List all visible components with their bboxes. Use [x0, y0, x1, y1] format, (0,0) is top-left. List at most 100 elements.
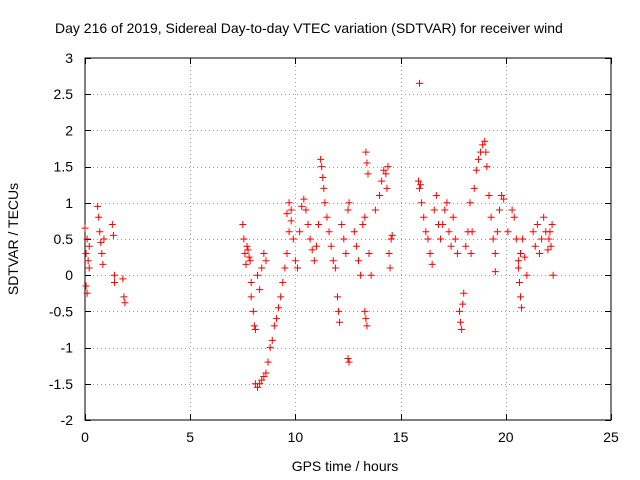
data-point: [279, 278, 287, 286]
data-point: [83, 235, 91, 243]
y-tick-label: -1: [61, 340, 74, 356]
data-point: [540, 213, 548, 221]
data-point: [485, 192, 493, 200]
data-point: [447, 242, 455, 250]
data-point: [110, 271, 118, 279]
data-point: [363, 322, 371, 330]
data-point: [521, 253, 529, 261]
data-point: [384, 163, 392, 171]
y-tick-label: -0.5: [49, 303, 73, 319]
data-point: [336, 318, 344, 326]
data-point: [462, 242, 470, 250]
data-point: [338, 221, 346, 229]
data-point: [364, 170, 372, 178]
data-point: [82, 282, 90, 290]
data-points: [81, 79, 557, 391]
data-point: [81, 224, 89, 232]
data-point: [262, 257, 270, 265]
data-point: [388, 231, 396, 239]
data-point: [317, 155, 325, 163]
data-point: [367, 271, 375, 279]
y-tick-label: 2: [65, 122, 73, 138]
data-point: [449, 213, 457, 221]
data-point: [355, 257, 363, 265]
data-point: [285, 228, 293, 236]
data-point: [376, 192, 384, 200]
data-point: [383, 184, 391, 192]
data-point: [83, 289, 91, 297]
data-point: [422, 228, 430, 236]
data-point: [266, 344, 274, 352]
data-point: [300, 195, 308, 203]
x-tick-labels: 0 5 10 15 20 25: [81, 429, 619, 445]
data-point: [242, 260, 250, 268]
data-point: [443, 199, 451, 207]
data-point: [245, 253, 253, 261]
data-point: [321, 199, 329, 207]
data-point: [243, 242, 251, 250]
data-point: [500, 195, 508, 203]
data-point: [289, 235, 297, 243]
y-tick-label: -2: [61, 412, 74, 428]
data-point: [298, 202, 306, 210]
data-point: [344, 354, 352, 362]
data-point: [258, 264, 266, 272]
data-point: [371, 206, 379, 214]
data-point: [315, 221, 323, 229]
data-point: [426, 249, 434, 257]
data-point: [531, 242, 539, 250]
data-point: [482, 148, 490, 156]
data-point: [361, 213, 369, 221]
data-point: [365, 249, 373, 257]
data-point: [256, 380, 264, 388]
chart-title: Day 216 of 2019, Sidereal Day-to-day VTE…: [55, 20, 563, 36]
data-point: [424, 235, 432, 243]
data-point: [533, 221, 541, 229]
y-tick-label: 3: [65, 50, 73, 66]
data-point: [420, 213, 428, 221]
data-point: [99, 260, 107, 268]
data-point: [344, 206, 352, 214]
data-point: [459, 300, 467, 308]
data-point: [504, 228, 512, 236]
data-point: [329, 257, 337, 265]
data-point: [262, 369, 270, 377]
data-point: [495, 206, 503, 214]
y-tick-label: 1.5: [54, 159, 74, 175]
data-point: [287, 206, 295, 214]
data-point: [306, 235, 314, 243]
data-point: [517, 293, 525, 301]
data-point: [82, 249, 90, 257]
data-point: [357, 271, 365, 279]
data-point: [362, 315, 370, 323]
grid-lines: [85, 58, 611, 420]
data-point: [287, 217, 295, 225]
y-axis-label: SDTVAR / TECUs: [5, 183, 21, 295]
data-point: [489, 235, 497, 243]
data-point: [514, 264, 522, 272]
y-tick-label: 2.5: [54, 86, 74, 102]
data-point: [254, 383, 262, 391]
x-tick-label: 0: [81, 429, 89, 445]
data-point: [417, 181, 425, 189]
data-point: [535, 249, 543, 257]
data-point: [244, 246, 252, 254]
data-point: [514, 257, 522, 265]
data-point: [350, 228, 358, 236]
data-point: [529, 228, 537, 236]
data-point: [325, 228, 333, 236]
data-point: [108, 221, 116, 229]
data-point: [260, 249, 268, 257]
data-point: [547, 242, 555, 250]
data-point: [352, 242, 360, 250]
data-point: [544, 246, 552, 254]
data-point: [508, 206, 516, 214]
data-point: [512, 235, 520, 243]
data-point: [430, 206, 438, 214]
data-point: [320, 184, 328, 192]
data-point: [441, 206, 449, 214]
data-point: [100, 235, 108, 243]
data-point: [456, 307, 464, 315]
data-point: [510, 213, 518, 221]
plot-frame: [84, 57, 612, 421]
